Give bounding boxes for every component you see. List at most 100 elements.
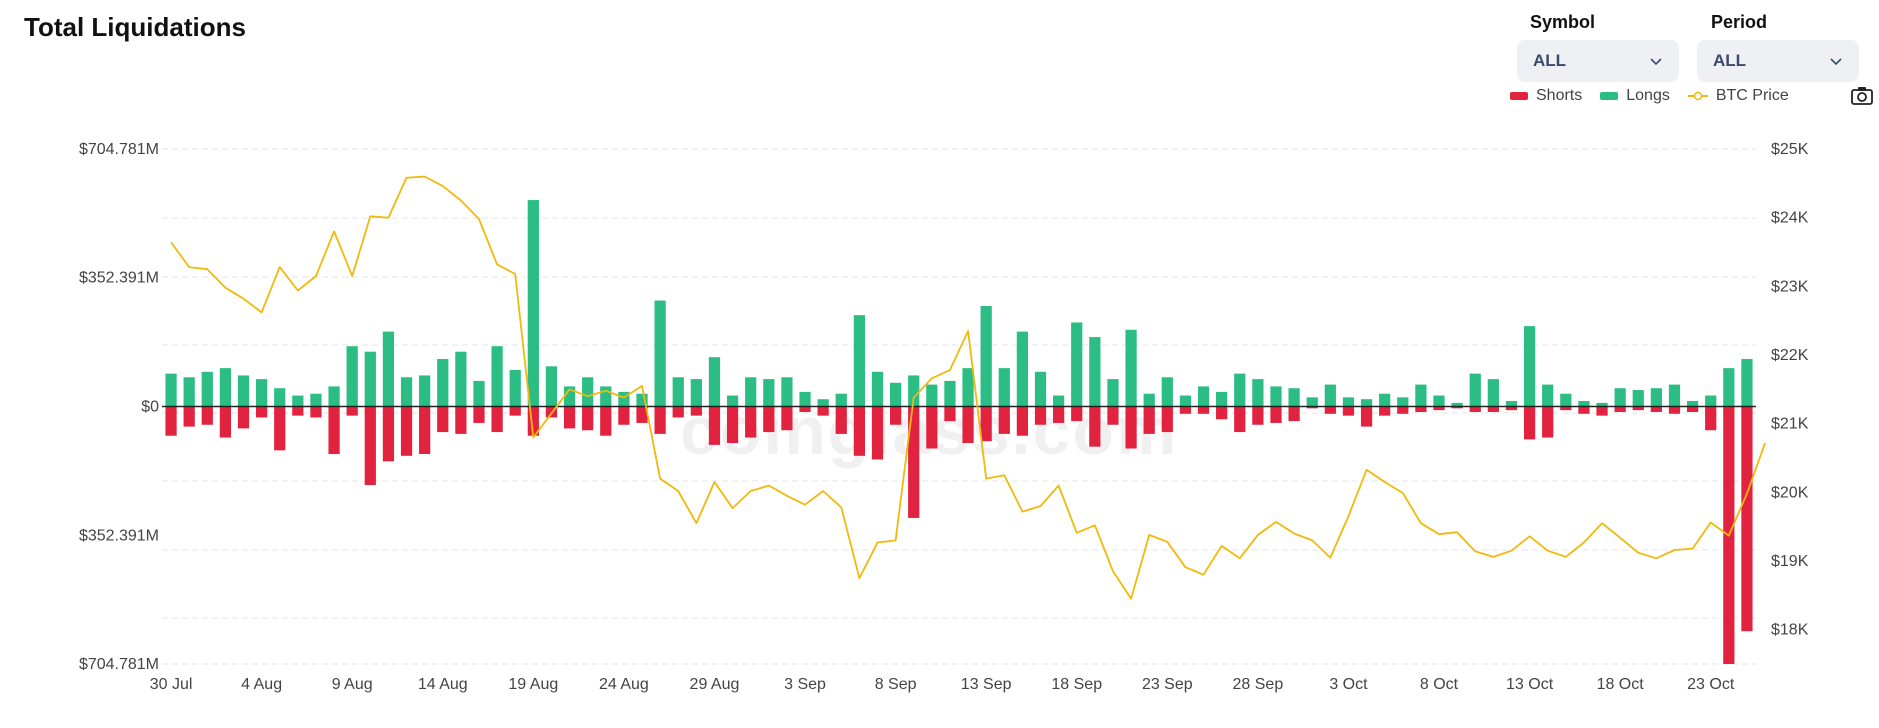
longs-bar	[1143, 393, 1155, 407]
chevron-down-icon	[1650, 58, 1662, 66]
shorts-bar	[1741, 406, 1753, 632]
shorts-bar	[509, 406, 521, 416]
longs-bar	[1542, 384, 1554, 407]
shorts-bar	[1270, 406, 1282, 423]
shorts-bar	[745, 406, 757, 438]
shorts-bar	[1016, 406, 1029, 436]
shorts-bar	[1379, 406, 1391, 416]
shorts-bar	[781, 406, 793, 431]
shorts-bar	[1632, 406, 1644, 411]
longs-bar	[400, 377, 413, 407]
shorts-bar	[1034, 406, 1047, 425]
longs-bar	[274, 388, 286, 407]
symbol-select[interactable]: ALL	[1517, 40, 1679, 82]
longs-bar	[1469, 373, 1481, 407]
longs-bar	[1487, 379, 1499, 407]
shorts-bar	[473, 406, 485, 423]
longs-bar	[926, 384, 938, 407]
longs-bar	[1161, 377, 1173, 407]
shorts-bar	[1071, 406, 1083, 422]
shorts-bar	[563, 406, 576, 429]
shorts-bar	[274, 406, 286, 451]
longs-bar	[1197, 386, 1210, 407]
legend-label-btc-price: BTC Price	[1715, 87, 1789, 104]
shorts-bar	[1161, 406, 1173, 433]
camera-icon[interactable]	[1851, 86, 1873, 106]
longs-bar	[183, 377, 195, 407]
shorts-bar	[1053, 406, 1065, 423]
x-tick-label: 23 Sep	[1142, 676, 1193, 693]
shorts-bar	[1469, 406, 1481, 412]
longs-bar	[1270, 386, 1282, 407]
shorts-bar	[1487, 406, 1499, 412]
x-tick-label: 14 Aug	[418, 676, 468, 693]
shorts-bar	[1505, 406, 1518, 411]
shorts-bar	[1686, 406, 1699, 412]
x-tick-label: 18 Sep	[1051, 676, 1102, 693]
shorts-bar	[944, 406, 956, 422]
shorts-bar	[1578, 406, 1590, 414]
longs-bar	[654, 300, 666, 407]
longs-bar	[419, 375, 431, 407]
y-right-tick-label: $25K	[1771, 141, 1809, 158]
shorts-bar	[654, 406, 666, 434]
shorts-bar	[219, 406, 232, 438]
y-right-tick-label: $18K	[1771, 622, 1809, 639]
x-tick-label: 24 Aug	[599, 676, 649, 693]
x-tick-label: 3 Oct	[1329, 676, 1368, 693]
page-title: Total Liquidations	[24, 12, 246, 42]
longs-bar	[908, 375, 920, 407]
longs-bar	[1505, 401, 1518, 407]
shorts-bar	[364, 406, 376, 486]
legend-item-shorts[interactable]: Shorts	[1510, 87, 1582, 105]
longs-bar	[1053, 395, 1065, 407]
longs-bar	[944, 380, 956, 407]
shorts-bar	[346, 406, 358, 416]
shorts-bar	[980, 406, 992, 442]
longs-bar	[799, 391, 811, 407]
shorts-bar	[908, 406, 920, 518]
shorts-bar	[835, 406, 847, 434]
longs-bar	[364, 351, 376, 407]
x-tick-label: 8 Oct	[1420, 676, 1459, 693]
longs-bar	[1614, 388, 1626, 407]
longs-bar	[1252, 379, 1264, 407]
legend-label-shorts: Shorts	[1536, 87, 1583, 104]
longs-bar	[1324, 384, 1336, 407]
longs-bar	[1596, 402, 1608, 407]
period-select[interactable]: ALL	[1697, 40, 1859, 82]
shorts-bar	[1705, 406, 1717, 431]
y-right-tick-label: $20K	[1771, 484, 1809, 501]
shorts-bar	[1596, 406, 1608, 416]
longs-bar	[636, 393, 648, 407]
longs-bar	[346, 346, 358, 407]
longs-bar	[1179, 395, 1192, 407]
shorts-bar	[871, 406, 884, 460]
longs-bar	[618, 391, 630, 407]
legend-item-longs[interactable]: Longs	[1600, 87, 1670, 105]
x-tick-label: 28 Sep	[1233, 676, 1284, 693]
longs-bar	[835, 393, 847, 407]
longs-bar	[437, 359, 449, 407]
shorts-bar	[437, 406, 449, 433]
longs-bar	[219, 368, 232, 407]
shorts-bar	[1234, 406, 1246, 433]
shorts-bar	[1542, 406, 1554, 438]
longs-bar	[1288, 388, 1300, 407]
longs-bar	[1523, 326, 1536, 407]
shorts-bar	[998, 406, 1010, 434]
btc-price-swatch	[1687, 91, 1708, 101]
x-tick-label: 18 Oct	[1597, 676, 1645, 693]
longs-bar	[1234, 373, 1246, 407]
longs-bar	[237, 375, 250, 407]
longs-bar	[1560, 393, 1572, 407]
longs-bar	[328, 386, 340, 407]
longs-bar	[1451, 402, 1463, 407]
period-select-value: ALL	[1713, 51, 1747, 70]
shorts-bar	[1252, 406, 1264, 425]
longs-bar	[1650, 388, 1662, 407]
x-tick-label: 3 Sep	[784, 676, 826, 693]
shorts-bar	[1415, 406, 1427, 412]
shorts-bar	[1614, 406, 1626, 412]
legend-item-btc-price[interactable]: BTC Price	[1687, 87, 1789, 105]
